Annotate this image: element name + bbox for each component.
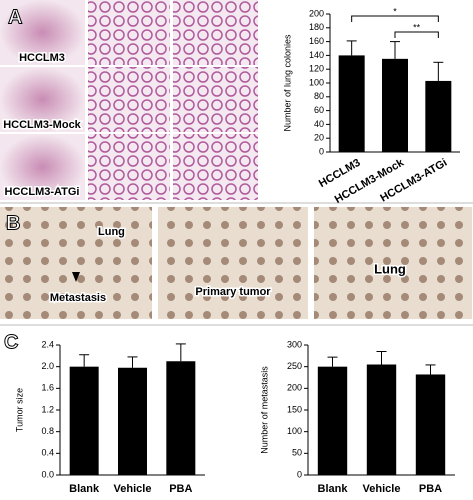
- significance-label: **: [413, 22, 421, 32]
- y-tick-label: 180: [309, 22, 324, 32]
- x-tick-label: Vehicle: [363, 483, 401, 495]
- bar: [338, 55, 365, 152]
- y-tick-label: 0: [319, 146, 324, 156]
- lung-photo: [0, 67, 85, 132]
- panel-letter: C: [4, 331, 18, 353]
- y-tick-label: 0.8: [41, 426, 54, 436]
- histology: [88, 134, 170, 200]
- panel-letter: A: [8, 6, 22, 28]
- bar: [166, 361, 196, 475]
- y-axis-label: Number of metastasis: [259, 366, 269, 454]
- y-axis-label: Tumor size: [14, 388, 24, 432]
- significance-bracket: [394, 31, 439, 38]
- y-tick-label: 0.0: [41, 469, 54, 479]
- histology: [173, 67, 258, 132]
- y-tick-label: 100: [309, 77, 324, 87]
- bar: [118, 367, 147, 475]
- image-label: Metastasis: [50, 292, 106, 304]
- lung-photo: [0, 0, 85, 65]
- y-tick-label: 150: [287, 404, 302, 414]
- y-tick-label: 0.4: [41, 448, 54, 458]
- panel-b-images: Lung Metastasis Primary tumor Lung B: [0, 207, 472, 319]
- x-tick-label: Blank: [318, 483, 349, 495]
- bar: [415, 374, 446, 475]
- image-label: Lung: [374, 261, 406, 276]
- x-tick-label: Vehicle: [114, 483, 152, 495]
- image-label: HCCLM3: [19, 52, 65, 64]
- significance-label: *: [393, 6, 397, 16]
- x-tick-label: PBA: [169, 483, 192, 495]
- histology: [88, 67, 170, 132]
- y-tick-label: 140: [309, 50, 324, 60]
- y-tick-label: 80: [314, 91, 324, 101]
- y-tick-label: 20: [314, 133, 324, 143]
- lung-photo: [0, 134, 85, 200]
- x-tick-label: Blank: [69, 483, 100, 495]
- y-tick-label: 100: [287, 426, 302, 436]
- bar: [425, 80, 452, 152]
- bar: [382, 58, 408, 152]
- panel-a-images: HCCLM3 HCCLM3-Mock HCCLM3-ATGi A: [0, 0, 258, 200]
- image-label: Lung: [98, 226, 125, 238]
- y-tick-label: 200: [287, 383, 302, 393]
- y-tick-label: 2.4: [41, 339, 54, 349]
- histology: [173, 134, 258, 200]
- arrowhead: [72, 272, 80, 282]
- y-tick-label: 120: [309, 64, 324, 74]
- ihc-image: [158, 207, 308, 319]
- ihc-image: [314, 207, 472, 319]
- x-tick-label: PBA: [419, 483, 442, 495]
- image-label: HCCLM3-Mock: [3, 119, 81, 131]
- ihc-image: [0, 207, 152, 319]
- y-tick-label: 1.6: [41, 383, 54, 393]
- y-tick-label: 160: [309, 36, 324, 46]
- y-tick-label: 200: [309, 8, 324, 18]
- bar: [69, 366, 99, 475]
- bar: [317, 366, 348, 475]
- y-tick-label: 50: [292, 448, 302, 458]
- y-tick-label: 250: [287, 361, 302, 371]
- image-label: HCCLM3-ATGi: [5, 186, 80, 198]
- histology: [173, 0, 258, 65]
- y-axis-label: Number of lung colonies: [282, 34, 292, 132]
- y-tick-label: 2.0: [41, 361, 54, 371]
- y-tick-label: 1.2: [41, 404, 54, 414]
- histology: [88, 0, 170, 65]
- panel-letter: B: [6, 212, 20, 234]
- bar: [366, 364, 397, 475]
- y-tick-label: 60: [314, 105, 324, 115]
- significance-bracket: [351, 15, 439, 22]
- y-tick-label: 0: [297, 469, 302, 479]
- y-tick-label: 300: [287, 339, 302, 349]
- y-tick-label: 40: [314, 119, 324, 129]
- image-label: Primary tumor: [195, 286, 271, 298]
